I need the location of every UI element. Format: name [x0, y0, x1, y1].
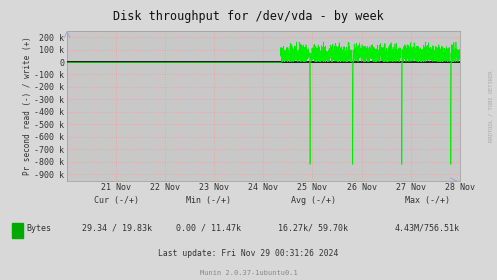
- Text: Bytes: Bytes: [26, 224, 51, 233]
- Text: Disk throughput for /dev/vda - by week: Disk throughput for /dev/vda - by week: [113, 10, 384, 23]
- Text: Munin 2.0.37-1ubuntu0.1: Munin 2.0.37-1ubuntu0.1: [200, 270, 297, 276]
- Text: RRDTOOL / TOBI OETIKER: RRDTOOL / TOBI OETIKER: [489, 71, 494, 142]
- Text: 29.34 / 19.83k: 29.34 / 19.83k: [82, 224, 152, 233]
- Text: 0.00 / 11.47k: 0.00 / 11.47k: [176, 224, 241, 233]
- Text: Cur (-/+): Cur (-/+): [94, 196, 139, 205]
- Y-axis label: Pr second read (-) / write (+): Pr second read (-) / write (+): [22, 36, 31, 175]
- Text: Min (-/+): Min (-/+): [186, 196, 231, 205]
- Text: Last update: Fri Nov 29 00:31:26 2024: Last update: Fri Nov 29 00:31:26 2024: [159, 249, 338, 258]
- Text: Max (-/+): Max (-/+): [405, 196, 450, 205]
- Text: Avg (-/+): Avg (-/+): [291, 196, 335, 205]
- Text: 16.27k/ 59.70k: 16.27k/ 59.70k: [278, 224, 348, 233]
- Text: 4.43M/756.51k: 4.43M/756.51k: [395, 224, 460, 233]
